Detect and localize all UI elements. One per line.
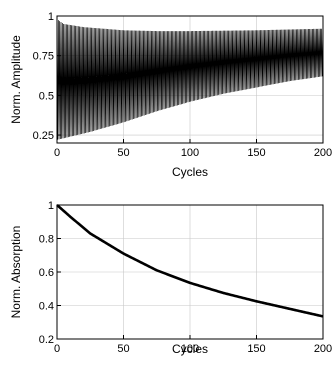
amplitude-y-tick-label: 0.25 xyxy=(33,130,54,142)
absorption-y-tick-label: 0.6 xyxy=(39,267,54,279)
absorption-x-tick-label: 0 xyxy=(54,343,60,355)
amplitude-x-tick-label: 200 xyxy=(314,147,332,159)
amplitude-x-axis-label: Cycles xyxy=(172,165,208,179)
amplitude-panel: 0 50 100 150 200 0.25 0.5 0.75 1 Cycles Norm. Am… xyxy=(9,11,332,179)
absorption-y-axis-label: Norm. Absorption xyxy=(9,226,23,319)
amplitude-ticks: 0 50 100 150 200 0.25 0.5 0.75 1 xyxy=(33,11,333,159)
absorption-x-tick-label: 200 xyxy=(314,343,332,355)
absorption-line xyxy=(56,204,324,318)
absorption-x-tick-label: 150 xyxy=(247,343,265,355)
amplitude-y-tick-label: 0.75 xyxy=(33,51,54,63)
absorption-x-axis-label: Cycles xyxy=(172,342,208,356)
absorption-panel: 0 50 100 150 200 0.2 0.4 0.6 0.8 1 Cycles Norm. A… xyxy=(9,200,332,356)
amplitude-y-tick-label: 0.5 xyxy=(39,90,54,102)
amplitude-y-axis-label: Norm. Amplitude xyxy=(9,35,23,124)
absorption-grid xyxy=(57,205,323,339)
absorption-x-tick-label: 100 xyxy=(181,343,199,355)
absorption-y-tick-label: 0.8 xyxy=(39,234,54,246)
amplitude-line xyxy=(56,19,324,140)
amplitude-x-tick-label: 0 xyxy=(54,147,60,159)
absorption-y-tick-label: 1 xyxy=(48,200,54,212)
absorption-x-tick-label: 50 xyxy=(117,343,129,355)
amplitude-y-tick-label: 1 xyxy=(48,11,54,23)
amplitude-x-tick-label: 150 xyxy=(247,147,265,159)
absorption-y-tick-label: 0.2 xyxy=(39,334,54,346)
amplitude-x-tick-label: 100 xyxy=(181,147,199,159)
absorption-series xyxy=(56,204,324,318)
amplitude-series xyxy=(56,19,324,140)
absorption-y-tick-label: 0.4 xyxy=(39,301,54,313)
amplitude-x-tick-label: 50 xyxy=(117,147,129,159)
absorption-ticks: 0 50 100 150 200 0.2 0.4 0.6 0.8 1 xyxy=(39,200,332,355)
